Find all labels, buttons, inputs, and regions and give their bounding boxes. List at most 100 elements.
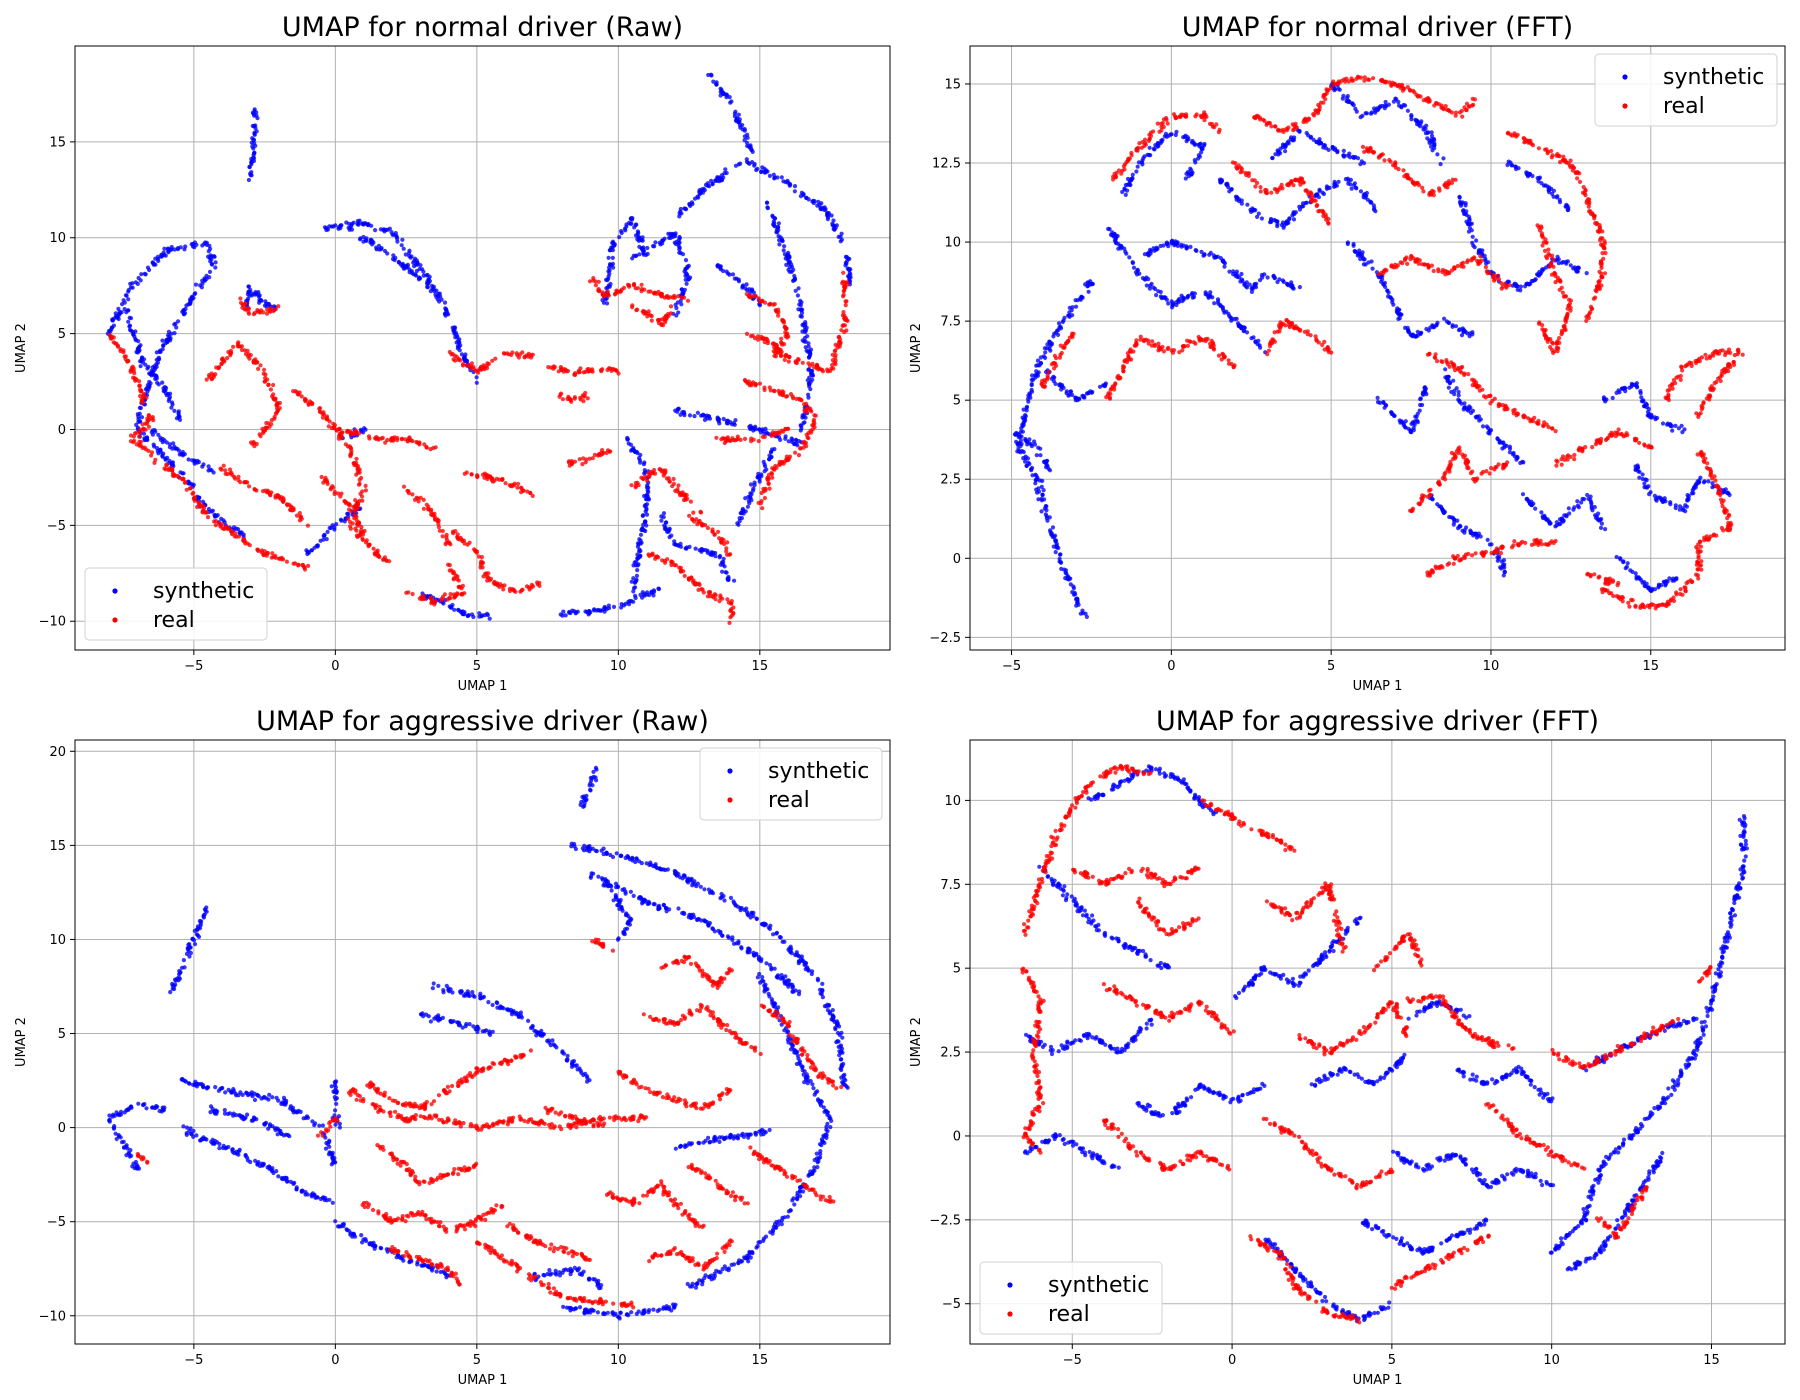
scatter-point [459,352,464,357]
scatter-point [177,414,182,419]
scatter-point [1425,136,1430,141]
scatter-point [140,445,145,451]
scatter-point [177,417,183,422]
scatter-point [184,487,189,492]
scatter-point [810,423,815,428]
scatter-point [276,408,281,413]
scatter-point [456,578,461,583]
scatter-point [1042,497,1047,502]
scatter-point [406,489,411,494]
scatter-point [1019,426,1024,431]
scatter-point [1525,172,1530,177]
scatter-point [1299,204,1304,209]
scatter-point [1555,254,1560,259]
scatter-point [502,583,507,588]
scatter-point [255,547,260,552]
scatter-point [1464,525,1469,530]
scatter-point [788,182,793,187]
scatter-point [221,463,226,468]
scatter-point [1169,132,1174,137]
scatter-point [699,549,704,554]
scatter-point [245,541,250,546]
scatter-point [713,554,718,559]
scatter-point [1322,143,1328,148]
scatter-point [1399,104,1404,109]
scatter-point [650,552,655,557]
scatter-point [1411,421,1416,426]
scatter-point [325,227,331,232]
scatter-point [354,456,359,461]
scatter-point [170,468,175,473]
scatter-point [443,311,448,317]
scatter-point [1047,346,1052,351]
scatter-point [639,475,644,480]
scatter-point [200,281,205,286]
scatter-point [807,375,812,380]
scatter-point [180,476,185,481]
scatter-point [1485,537,1490,543]
scatter-point [635,286,641,291]
scatter-point [1386,102,1391,107]
scatter-point [677,250,682,255]
scatter-point [556,369,561,374]
scatter-point [390,232,395,237]
legend-label-real: real [153,608,195,633]
scatter-point [764,200,770,205]
scatter-point [742,138,747,143]
scatter-point [328,487,333,492]
scatter-point [783,434,788,439]
scatter-point [745,504,751,509]
scatter-point [1253,285,1259,290]
scatter-point [334,522,339,527]
scatter-point [802,402,807,407]
scatter-point [460,583,465,589]
scatter-point [776,221,782,226]
scatter-point [632,580,638,585]
scatter-point [1222,264,1227,269]
scatter-point [727,272,732,277]
scatter-point [127,327,133,332]
scatter-point [1458,524,1463,529]
scatter-point [1333,146,1338,151]
scatter-point [1353,249,1358,255]
scatter-point [424,281,430,286]
scatter-point [361,222,366,227]
scatter-point [252,141,257,146]
scatter-point [567,609,572,615]
scatter-point [1196,153,1201,158]
scatter-point [635,556,640,561]
scatter-point [763,488,768,493]
scatter-point [225,471,230,477]
scatter-point [644,478,650,483]
scatter-point [1722,489,1727,495]
scatter-point [257,309,262,314]
scatter-point [660,238,665,243]
scatter-point [190,296,195,301]
scatter-point [126,297,131,302]
scatter-point [760,336,766,341]
scatter-point [154,350,159,355]
scatter-point [235,344,240,349]
scatter-point [721,416,726,422]
scatter-point [1219,177,1224,182]
scatter-point [1207,252,1212,257]
scatter-point [1409,117,1414,122]
scatter-point [652,589,657,595]
scatter-point [336,226,341,231]
scatter-point [1297,285,1302,290]
scatter-point [626,283,632,288]
scatter-point [667,479,672,484]
scatter-point [1235,273,1240,278]
scatter-point [249,159,254,164]
scatter-point [191,490,196,495]
scatter-point [167,334,172,339]
scatter-point [1353,185,1358,190]
scatter-point [785,335,790,340]
scatter-point [684,281,689,286]
scatter-point [711,79,716,84]
scatter-point [750,288,755,293]
scatter-point [299,394,304,399]
scatter-point [442,592,447,597]
scatter-point [563,613,568,618]
scatter-point [1667,576,1672,581]
